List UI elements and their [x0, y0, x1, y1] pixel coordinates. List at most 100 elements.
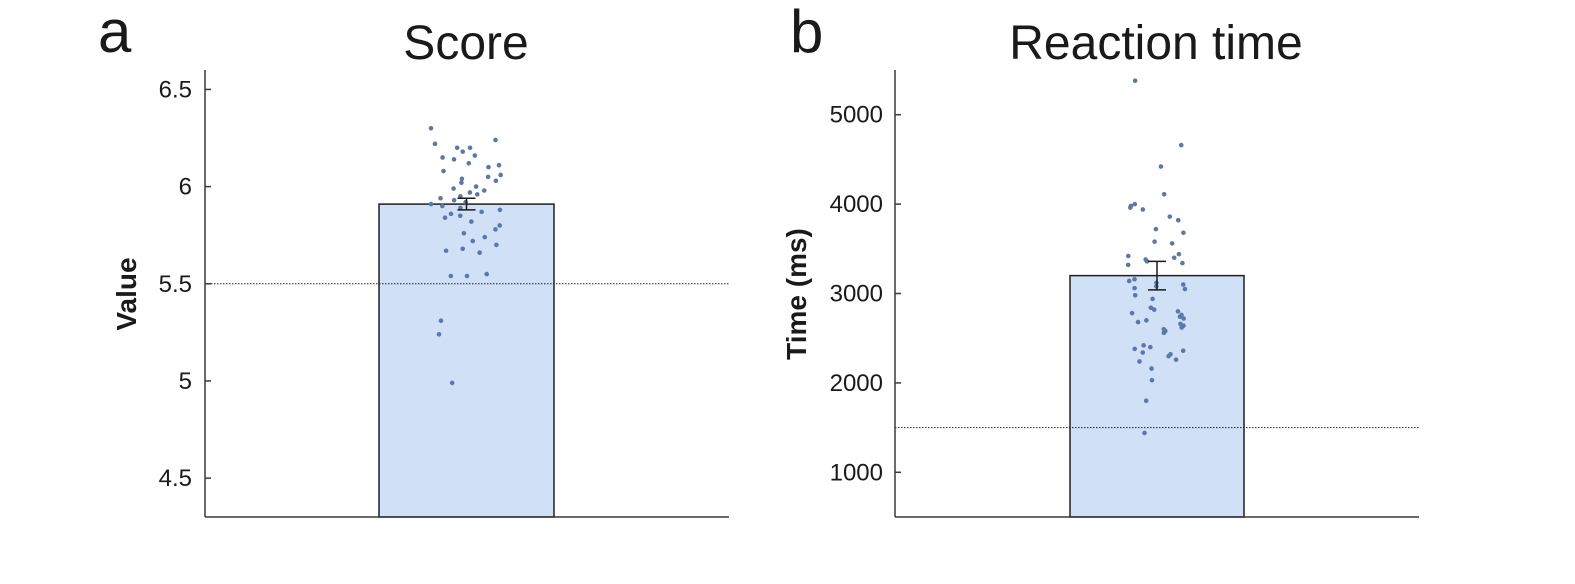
- panel-a-data-point: [477, 250, 482, 255]
- panel-b-data-point: [1132, 276, 1137, 282]
- panel-b-y-axis-label: Time (ms): [781, 228, 812, 360]
- panel-a-data-point: [484, 271, 490, 277]
- panel-a-data-point: [428, 201, 434, 207]
- panel-a-data-point: [494, 242, 499, 248]
- panel-b-data-point: [1153, 226, 1159, 232]
- panel-a-data-point: [436, 332, 442, 337]
- panel-b-data-point: [1142, 430, 1147, 436]
- panel-a-data-point: [451, 197, 457, 203]
- panel-a-data-point: [497, 207, 503, 213]
- panel-a-data-point: [470, 238, 476, 244]
- panel-b-data-point: [1149, 377, 1155, 383]
- panel-a-data-point: [441, 168, 446, 174]
- panel-a-data-point: [486, 164, 491, 170]
- panel-a-data-point: [428, 126, 434, 131]
- panel-a-data-point: [493, 178, 499, 184]
- panel-b-data-point: [1177, 314, 1183, 320]
- panel-b-letter: b: [790, 0, 823, 65]
- panel-a-title: Score: [403, 17, 528, 70]
- panel-a-data-point: [443, 248, 449, 254]
- panel-b-data-point: [1127, 205, 1133, 210]
- panel-a-data-point: [469, 219, 474, 224]
- panel-b-data-point: [1132, 285, 1137, 291]
- panel-a-y-tick-label: 6.5: [159, 76, 192, 103]
- panel-b-data-point: [1126, 278, 1132, 284]
- panel-a-data-point: [440, 155, 445, 160]
- panel-b-data-point: [1176, 251, 1182, 257]
- panel-a-data-point: [464, 273, 470, 279]
- panel-b-data-point: [1175, 309, 1181, 314]
- panel-b-data-point: [1137, 359, 1142, 364]
- panel-b-data-point: [1175, 217, 1181, 223]
- panel-b-data-point: [1178, 142, 1184, 148]
- panel-a: a Score Value 4.5 5 5.5 6 6.5: [98, 0, 729, 518]
- panel-a-data-point: [432, 141, 438, 147]
- panel-a-data-point: [442, 215, 448, 221]
- panel-a-data-point: [463, 199, 468, 205]
- panel-a-letter: a: [98, 0, 132, 65]
- panel-b-data-point: [1132, 201, 1138, 207]
- panel-a-data-point: [497, 223, 503, 228]
- panel-b-y-tick-label: 5000: [830, 102, 883, 129]
- panel-b-data-point: [1173, 357, 1179, 362]
- panel-b-data-point: [1149, 366, 1154, 371]
- panel-a-data-point: [457, 213, 463, 219]
- panel-b-data-point: [1181, 230, 1186, 236]
- panel-b-data-point: [1181, 316, 1186, 321]
- panel-b-data-point: [1166, 353, 1171, 359]
- panel-a-data-point: [493, 227, 498, 232]
- panel-a-data-point: [458, 194, 463, 199]
- panel-a-bar: [378, 203, 555, 518]
- panel-a-data-point: [482, 234, 488, 240]
- panel-b-data-point: [1132, 346, 1138, 352]
- panel-a-data-point: [451, 157, 457, 162]
- panel-a-y-tick-label: 4.5: [159, 465, 192, 492]
- panel-b-data-point: [1140, 350, 1146, 355]
- panel-b-data-point: [1135, 319, 1141, 325]
- panel-a-y-tick-label: 5.5: [159, 271, 192, 298]
- panel-a-data-point: [459, 180, 464, 186]
- panel-b-data-point: [1158, 164, 1164, 169]
- panel-b-data-point: [1171, 255, 1177, 261]
- panel-a-y-tick-label: 5: [179, 368, 192, 395]
- panel-b-data-point: [1140, 207, 1146, 212]
- panel-a-data-point: [459, 176, 465, 182]
- panel-a-data-point: [493, 137, 498, 143]
- panel-a-data-point: [448, 211, 454, 217]
- panel-b-data-point: [1132, 292, 1138, 298]
- panel-b-data-point: [1125, 253, 1131, 259]
- panel-b-data-point: [1180, 260, 1185, 266]
- panel-b-y-tick-label: 1000: [830, 459, 883, 486]
- panel-b-data-point: [1148, 344, 1153, 350]
- panel-b-data-point: [1148, 305, 1154, 311]
- panel-b-data-point: [1169, 241, 1175, 246]
- panel-a-data-point: [467, 145, 473, 151]
- panel-a-y-tick-label: 6: [179, 174, 192, 201]
- panel-b-data-point: [1180, 348, 1186, 354]
- panel-b: b Reaction time Time (ms) 1000 2000 3000 40…: [781, 0, 1419, 518]
- panel-b-data-point: [1182, 286, 1188, 292]
- panel-a-data-point: [485, 174, 491, 180]
- panel-b-y-tick-label: 3000: [830, 281, 883, 308]
- panel-b-data-point: [1144, 259, 1150, 264]
- panel-a-data-point: [438, 195, 443, 201]
- panel-b-data-point: [1179, 325, 1184, 330]
- panel-a-data-point: [449, 380, 455, 386]
- panel-b-title: Reaction time: [1009, 17, 1302, 70]
- panel-b-data-point: [1144, 318, 1149, 323]
- panel-a-data-point: [460, 149, 466, 154]
- panel-a-data-point: [460, 246, 466, 252]
- panel-b-y-tick-label: 2000: [830, 370, 883, 397]
- panel-a-data-point: [467, 190, 473, 195]
- panel-a-data-point: [481, 188, 487, 193]
- panel-b-data-point: [1167, 214, 1173, 219]
- panel-b-data-point: [1161, 330, 1167, 336]
- panel-b-data-point: [1150, 296, 1155, 302]
- panel-a-plot-area: 4.5 5 5.5 6 6.5: [159, 70, 729, 518]
- panel-a-data-point: [440, 203, 445, 209]
- panel-a-y-axis-label: Value: [111, 257, 142, 330]
- panel-b-data-point: [1129, 310, 1135, 316]
- panel-b-plot-area: 1000 2000 3000 4000 5000: [830, 70, 1419, 518]
- panel-a-data-point: [474, 192, 480, 197]
